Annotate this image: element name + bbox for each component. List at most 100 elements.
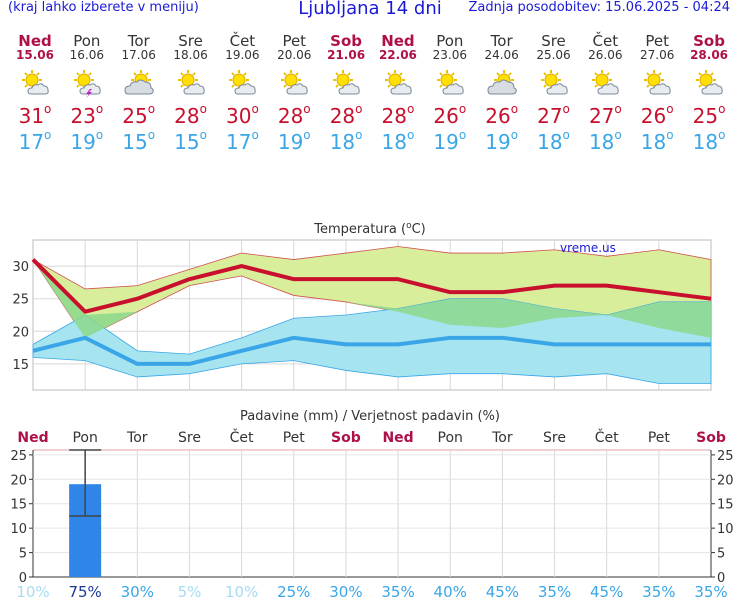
y-tick-label: 0	[19, 571, 27, 586]
day-column: Sre 25.06 27o 18o	[528, 32, 580, 154]
overlap-band	[450, 298, 503, 329]
precip-probability: 25%	[277, 583, 310, 600]
x-tick-label: Čet	[230, 428, 254, 446]
x-tick-label: Tor	[491, 430, 513, 446]
degree-symbol: o	[614, 128, 622, 142]
degree-symbol: o	[562, 128, 570, 142]
partly-cloudy-sun-icon	[434, 70, 466, 98]
degree-symbol: o	[251, 102, 259, 116]
day-date: 20.06	[277, 48, 312, 62]
min-temperature-value: 19	[433, 130, 459, 154]
day-name: Pon	[73, 32, 101, 50]
y-tick-label: 20	[717, 473, 734, 488]
page-title: Ljubljana 14 dni	[298, 0, 442, 19]
partly-cloudy-sun-icon	[693, 70, 725, 98]
min-temperature-value: 19	[485, 130, 511, 154]
day-column: Pon 16.06 23o 19o	[61, 32, 113, 154]
degree-symbol: o	[95, 128, 104, 142]
tmin-line	[32, 335, 711, 366]
precip-probability: 40%	[434, 583, 467, 600]
degree-symbol: o	[355, 102, 363, 116]
min-temperature-value: 18	[537, 130, 563, 154]
overlap-band	[33, 259, 86, 338]
max-temperature: 26o	[424, 102, 476, 128]
min-temperature: 19o	[61, 128, 113, 154]
max-temperature-value: 28	[277, 104, 304, 128]
overlap-band	[502, 298, 555, 329]
min-temperature: 19o	[424, 128, 476, 154]
min-temperature-value: 19	[70, 130, 96, 154]
degree-symbol: o	[44, 102, 52, 116]
max-temperature-value: 28	[329, 104, 356, 128]
max-temperature: 30o	[216, 102, 268, 128]
day-name: Ned	[381, 32, 415, 50]
max-temperature: 27o	[528, 102, 580, 128]
day-column: Tor 17.06 25o 15o	[113, 32, 165, 154]
day-date: 22.06	[378, 48, 417, 62]
max-temperature: 27o	[579, 102, 631, 128]
precip-probability: 5%	[178, 583, 202, 600]
min-temperature: 18o	[528, 128, 580, 154]
temperature-chart: Temperatura (oC) 15 20 25 30 vreme.us	[12, 221, 712, 391]
overlap-band	[658, 301, 711, 338]
precip-probability: 35%	[642, 583, 675, 600]
precip-probability: 35%	[538, 583, 571, 600]
degree-symbol: o	[510, 128, 519, 142]
max-temperature-value: 26	[485, 104, 511, 128]
day-name: Sob	[693, 32, 725, 50]
max-temperature: 23o	[61, 102, 113, 128]
max-temperature-value: 26	[433, 104, 459, 128]
min-temperature-value: 17	[18, 130, 45, 154]
day-column: Ned 22.06 28o 18o	[372, 32, 424, 154]
max-temperature: 28o	[268, 102, 320, 128]
precip-probability: 30%	[329, 583, 362, 600]
day-date: 24.06	[484, 48, 519, 62]
chart-title: Temperatura (oC)	[313, 221, 425, 237]
partly-cloudy-sun-icon	[19, 70, 51, 98]
degree-symbol: o	[458, 102, 467, 116]
y-tick-label: 25	[10, 449, 27, 464]
min-temperature: 18o	[372, 128, 424, 154]
day-name: Tor	[127, 32, 150, 50]
partly-cloudy-sun-icon	[538, 70, 570, 98]
overlap-band	[554, 308, 607, 319]
day-date: 27.06	[640, 48, 675, 62]
min-temperature-value: 18	[692, 130, 719, 154]
degree-symbol: o	[718, 102, 726, 116]
min-temperature: 18o	[579, 128, 631, 154]
max-temperature: 25o	[113, 102, 165, 128]
y-tick-label: 10	[717, 522, 734, 537]
degree-symbol: o	[510, 102, 519, 116]
min-temperature-value: 15	[122, 130, 148, 154]
degree-symbol: o	[406, 102, 415, 116]
x-tick-label: Pet	[648, 430, 671, 446]
max-temperature-value: 28	[174, 104, 200, 128]
cloudy-sun-icon	[123, 70, 155, 98]
degree-symbol: o	[614, 102, 622, 116]
partly-cloudy-sun-icon	[330, 70, 362, 98]
day-name: Sre	[178, 32, 203, 50]
degree-symbol: o	[303, 102, 311, 116]
day-forecast-strip: Ned 15.06 31o 17o Pon 16.06 23o 19o Tor 17.06 25o 1…	[0, 32, 740, 172]
precip-probability: 10%	[16, 583, 49, 600]
min-temperature: 18o	[320, 128, 372, 154]
day-name: Čet	[592, 32, 619, 50]
degree-symbol: o	[147, 128, 156, 142]
max-temperature: 25o	[683, 102, 735, 128]
max-temperature: 31o	[9, 102, 61, 128]
y-tick-label: 15	[12, 358, 29, 373]
min-temperature: 15o	[165, 128, 217, 154]
precip-probability: 10%	[225, 583, 258, 600]
min-temperature-value: 18	[588, 130, 615, 154]
max-temperature-value: 25	[122, 104, 148, 128]
min-temperature-value: 15	[174, 130, 200, 154]
day-name: Čet	[229, 32, 256, 50]
cloudy-sun-icon	[486, 70, 518, 98]
day-column: Pon 23.06 26o 19o	[424, 32, 476, 154]
y-tick-label: 20	[12, 325, 29, 340]
degree-symbol: o	[199, 102, 207, 116]
min-temperature-value: 18	[381, 130, 407, 154]
max-temperature-value: 30	[225, 104, 252, 128]
precip-probability: 45%	[486, 583, 519, 600]
degree-symbol: o	[199, 128, 207, 142]
